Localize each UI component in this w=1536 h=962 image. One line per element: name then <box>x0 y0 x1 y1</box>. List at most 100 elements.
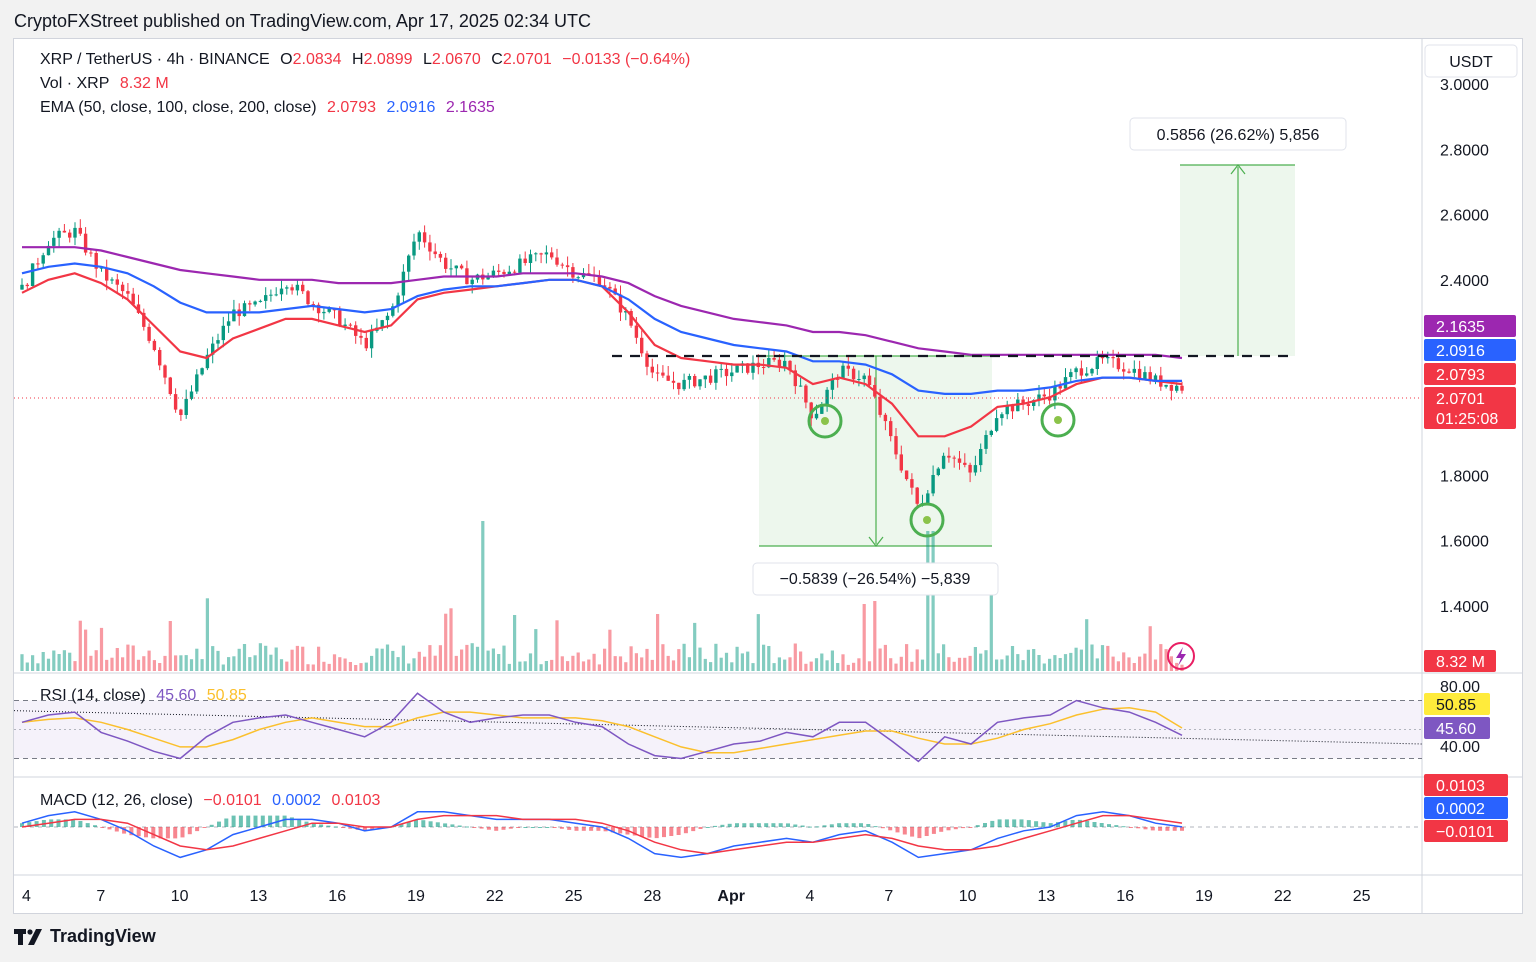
macd-signal-value: 0.0103 <box>331 792 381 809</box>
volume-bar <box>581 661 586 671</box>
candle-body <box>507 271 511 274</box>
volume-bar <box>502 645 506 671</box>
volume-bar <box>825 660 829 671</box>
macd-histogram-bar <box>465 826 469 828</box>
volume-bar <box>735 646 739 671</box>
macd-histogram-bar <box>253 815 258 827</box>
ema-label[interactable]: EMA (50, close, 100, close, 200, close) <box>40 99 317 116</box>
macd-histogram-bar <box>859 823 863 827</box>
candle-body <box>602 285 607 287</box>
volume-bar <box>587 659 591 671</box>
time-tick: 28 <box>644 888 662 905</box>
volume-bar <box>852 662 856 671</box>
macd-histogram-bar <box>632 827 637 836</box>
symbol-legend[interactable]: XRP / TetherUS · 4h · BINANCE O2.0834 H2… <box>40 51 696 69</box>
ema-legend[interactable]: EMA (50, close, 100, close, 200, close) … <box>40 99 501 117</box>
candle-body <box>417 232 421 242</box>
macd-histogram-bar <box>676 827 681 835</box>
macd-histogram-bar <box>1026 820 1031 827</box>
candle-body <box>703 375 707 380</box>
candle-body <box>693 376 697 387</box>
volume-bar <box>423 656 427 671</box>
candle-body <box>804 385 808 403</box>
high-label: H <box>352 51 364 68</box>
rsi-ma-line <box>21 707 1183 754</box>
volume-bar <box>740 653 744 671</box>
candle-body <box>248 303 252 305</box>
candle-body <box>152 340 157 350</box>
rsi-legend[interactable]: RSI (14, close) 45.60 50.85 <box>40 687 253 705</box>
volume-bar <box>465 644 469 671</box>
volume-bar <box>544 661 548 671</box>
volume-bar <box>36 663 40 671</box>
volume-bar <box>237 648 241 671</box>
volume-bar <box>603 648 607 671</box>
macd-legend[interactable]: MACD (12, 26, close) −0.0101 0.0002 0.01… <box>40 792 386 810</box>
candle-body <box>719 368 723 370</box>
rsi-axis-label: 45.60 <box>1436 721 1476 738</box>
volume-bar <box>1116 661 1120 671</box>
candle-body <box>523 258 527 263</box>
volume-bar <box>279 659 284 671</box>
chart-frame[interactable]: −0.5839 (−26.54%) −5,839 0.5856 (26.62%) … <box>13 38 1523 914</box>
candle-body <box>470 279 474 285</box>
candle-body <box>52 237 56 246</box>
rsi-label[interactable]: RSI (14, close) <box>40 687 146 704</box>
candle-body <box>301 284 305 292</box>
macd-histogram-bar <box>961 827 966 829</box>
volume-bar <box>1016 654 1020 671</box>
candle-body <box>650 366 654 373</box>
candle-body <box>232 309 236 322</box>
volume-bar <box>1074 647 1078 671</box>
candle-body <box>634 325 639 338</box>
macd-histogram-bar <box>1099 823 1104 827</box>
volume-bar <box>629 646 633 671</box>
volume-bar <box>385 644 390 671</box>
candle-body <box>1127 371 1131 373</box>
macd-histogram-bar <box>1092 822 1097 827</box>
candle-body <box>391 306 395 316</box>
volume-legend[interactable]: Vol · XRP 8.32 M <box>40 75 175 93</box>
volume-bar <box>380 648 384 671</box>
pattern-circle-dot <box>923 516 931 524</box>
chart-canvas[interactable]: −0.5839 (−26.54%) −5,839 0.5856 (26.62%) … <box>14 39 1522 913</box>
macd-histogram-bar <box>720 824 725 827</box>
volume-bar <box>301 646 305 671</box>
volume-label-box <box>1424 650 1496 672</box>
volume-bar <box>783 659 787 671</box>
volume-bar <box>1095 658 1099 671</box>
candle-body <box>820 404 824 414</box>
volume-bar <box>195 648 199 671</box>
volume-bar <box>94 650 98 671</box>
price-tick: 1.4000 <box>1440 599 1489 616</box>
volume-bar <box>597 664 601 671</box>
volume-bar <box>592 653 596 671</box>
macd-histogram-bar <box>1107 824 1111 827</box>
macd-histogram-bar <box>486 827 491 830</box>
price-label-box <box>1424 339 1516 361</box>
candle-body <box>1032 400 1036 406</box>
macd-histogram-bar <box>209 824 214 827</box>
volume-label[interactable]: Vol · XRP <box>40 75 110 92</box>
volume-bar <box>873 601 877 671</box>
candle-body <box>1164 384 1168 387</box>
volume-bar <box>820 653 824 671</box>
volume-bar <box>804 663 808 671</box>
macd-histogram-bar <box>669 827 674 836</box>
candle-body <box>788 360 792 371</box>
volume-bar <box>952 661 956 671</box>
symbol-title[interactable]: XRP / TetherUS · 4h · BINANCE <box>40 51 270 68</box>
volume-bar <box>650 659 654 671</box>
volume-bar <box>915 649 919 671</box>
macd-histogram-bar <box>990 820 995 827</box>
candle-body <box>687 376 692 380</box>
tradingview-logo[interactable]: TradingView <box>14 926 156 947</box>
candle-body <box>115 279 119 285</box>
macd-histogram-bar <box>341 827 345 828</box>
time-tick: 7 <box>884 888 893 905</box>
ema200-value: 2.1635 <box>445 99 495 116</box>
volume-bar <box>719 657 723 671</box>
macd-label[interactable]: MACD (12, 26, close) <box>40 792 193 809</box>
rise-label: 0.5856 (26.62%) 5,856 <box>1157 127 1320 144</box>
candle-body <box>666 375 670 381</box>
